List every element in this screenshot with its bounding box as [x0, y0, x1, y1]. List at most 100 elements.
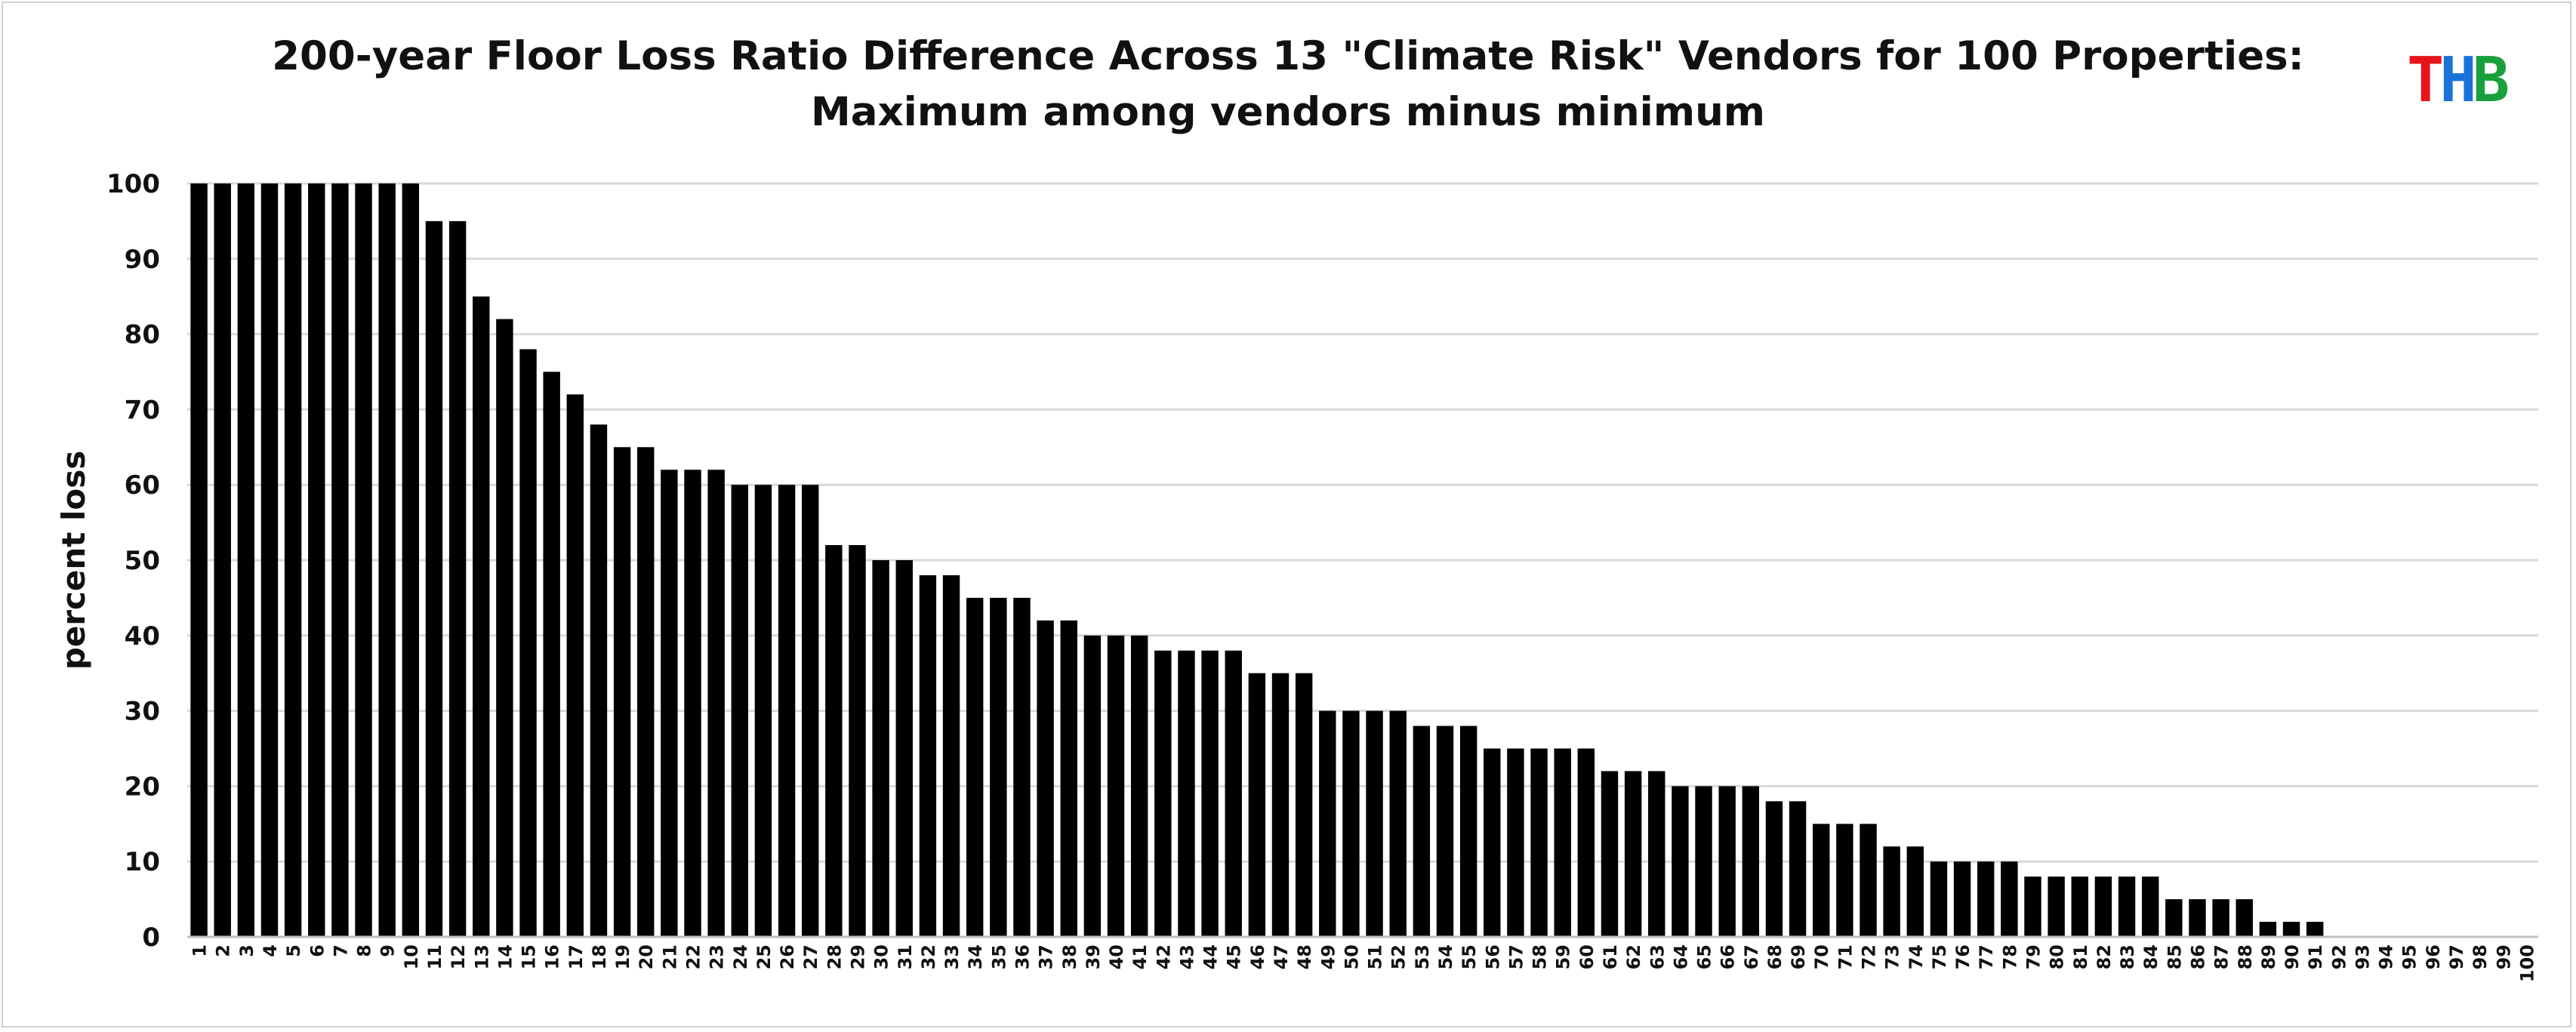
x-tick-label: 16: [542, 944, 563, 969]
x-tick-label: 11: [424, 944, 445, 969]
bar: [895, 560, 913, 937]
bar: [2001, 861, 2018, 937]
bar: [1413, 725, 1431, 937]
bar: [543, 371, 560, 937]
bar: [260, 183, 279, 937]
x-tick-label: 68: [1764, 944, 1786, 969]
x-tick-label: 49: [1317, 944, 1339, 969]
y-tick-label: 20: [125, 772, 160, 802]
x-tick-label: 41: [1129, 944, 1151, 969]
x-tick-label: 21: [659, 944, 680, 969]
bar: [778, 485, 796, 937]
x-tick-label: 66: [1718, 944, 1739, 969]
x-tick-label: 91: [2305, 944, 2326, 969]
bar: [496, 319, 513, 937]
x-tick-label: 57: [1505, 944, 1527, 969]
bar: [2212, 899, 2229, 937]
bar: [1601, 771, 1619, 937]
x-tick-label: 65: [1694, 944, 1715, 969]
bar: [2094, 876, 2112, 937]
x-tick-label: 90: [2282, 944, 2303, 969]
x-tick-label: 63: [1647, 944, 1668, 969]
bar: [1953, 861, 1971, 937]
bar: [1765, 801, 1783, 937]
x-tick-label: 78: [1999, 944, 2020, 969]
x-tick-label: 71: [1835, 944, 1856, 969]
bar: [1577, 748, 1595, 937]
x-tick-label: 94: [2376, 944, 2397, 969]
bar: [1836, 824, 1853, 937]
bar: [1366, 710, 1383, 937]
x-tick-label: 74: [1906, 944, 1927, 969]
bar: [2071, 876, 2088, 937]
x-tick-label: 17: [565, 944, 587, 969]
y-tick-label: 90: [125, 245, 160, 275]
bar: [801, 485, 819, 937]
bar: [2141, 876, 2159, 937]
x-tick-label: 42: [1153, 944, 1174, 969]
x-tick-label: 39: [1083, 944, 1104, 969]
x-tick-label: 12: [448, 944, 469, 969]
x-tick-label: 97: [2446, 944, 2467, 969]
y-tick-label: 0: [142, 923, 160, 953]
bar: [190, 183, 208, 937]
x-tick-label: 4: [260, 944, 281, 957]
bar: [1648, 771, 1665, 937]
x-tick-label: 72: [1859, 944, 1880, 969]
x-tick-label: 84: [2140, 944, 2162, 969]
x-tick-label: 46: [1247, 944, 1268, 969]
bar: [1977, 861, 1995, 937]
x-tick-label: 80: [2047, 944, 2068, 969]
x-tick-label: 69: [1788, 944, 1809, 969]
bar: [1436, 725, 1454, 937]
bar: [1695, 786, 1712, 937]
x-tick-label: 77: [1976, 944, 1997, 969]
bar: [661, 470, 678, 937]
x-tick-label: 10: [401, 944, 422, 969]
bar: [849, 545, 866, 937]
y-tick-label: 70: [125, 395, 160, 425]
bar: [1484, 748, 1501, 937]
bar: [1860, 824, 1877, 937]
y-tick-label: 10: [125, 847, 160, 877]
x-tick-label: 96: [2423, 944, 2444, 969]
bar: [378, 183, 396, 937]
bar: [519, 349, 537, 937]
bar: [1271, 673, 1290, 937]
bar: [473, 296, 490, 937]
x-tick-label: 35: [988, 944, 1009, 969]
x-tick-label: 1: [190, 944, 211, 957]
y-tick-label: 30: [125, 697, 160, 727]
x-tick-label: 87: [2211, 944, 2232, 969]
x-tick-label: 6: [307, 944, 328, 957]
bar: [1201, 650, 1219, 937]
bar: [707, 470, 725, 937]
x-tick-label: 18: [589, 944, 610, 969]
bar: [966, 597, 984, 937]
bar: [2282, 922, 2300, 937]
bar: [2024, 876, 2041, 937]
bar: [237, 183, 255, 937]
x-tick-label: 44: [1200, 944, 1222, 969]
bar: [1295, 673, 1313, 937]
bar: [1319, 710, 1336, 937]
bar: [1718, 786, 1736, 937]
thb-logo: THB: [2407, 50, 2510, 112]
bar: [448, 220, 467, 937]
x-tick-label: 93: [2352, 944, 2373, 969]
x-tick-label: 24: [730, 944, 751, 969]
bar: [2165, 899, 2183, 937]
bar: [2189, 899, 2206, 937]
x-tick-label: 40: [1106, 944, 1127, 969]
x-tick-label: 30: [871, 944, 892, 969]
x-tick-label: 59: [1553, 944, 1574, 969]
x-tick-label: 51: [1365, 944, 1386, 969]
x-tick-label: 89: [2258, 944, 2279, 969]
x-tick-label: 31: [895, 944, 916, 969]
bar: [1789, 801, 1807, 937]
bar: [684, 470, 701, 937]
x-tick-label: 36: [1012, 944, 1033, 969]
x-tick-label: 82: [2094, 944, 2115, 969]
y-tick-label: 40: [125, 621, 160, 652]
